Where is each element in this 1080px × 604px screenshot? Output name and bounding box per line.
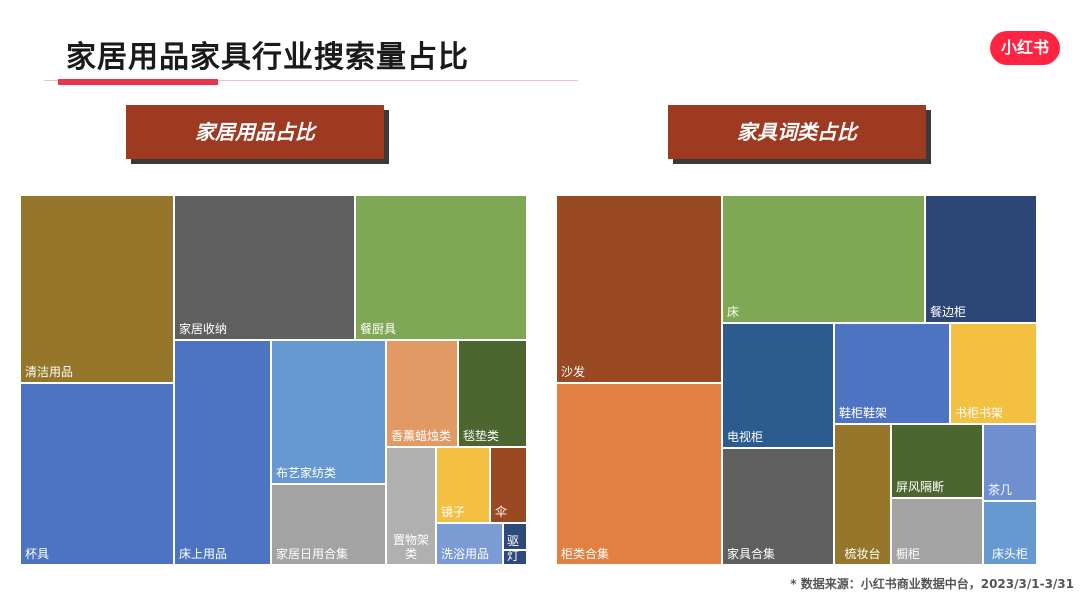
treemap-cell-label: 布艺家纺类 — [276, 466, 337, 480]
treemap-cell-label: 杯具 — [25, 547, 50, 561]
treemap-cell: 家居收纳 — [174, 195, 355, 340]
treemap-cell: 香薰蜡烛类 — [386, 340, 458, 447]
treemap-cell-label: 镜子 — [441, 505, 466, 519]
treemap-cell-label: 书柜书架 — [955, 406, 1004, 420]
treemap-cell: 驱 — [503, 523, 527, 550]
treemap-cell-label: 梳妆台 — [844, 547, 881, 561]
treemap-cell-label: 洗浴用品 — [441, 547, 490, 561]
treemap-cell: 餐厨具 — [355, 195, 527, 340]
treemap-furniture: 沙发柜类合集 床 餐边柜电视柜家具合集 鞋柜鞋架 书柜书架梳妆台 屏风隔断 茶几橱柜 床头柜 — [556, 195, 1037, 565]
treemap-cell-label: 置物架类 — [392, 533, 429, 561]
treemap-cell: 家居日用合集 — [271, 484, 386, 565]
title-divider — [44, 80, 578, 81]
treemap-home-goods: 清洁用品杯具 家居收纳床上用品 餐厨具布艺家纺类家居日用合集 香薰蜡烛类 毯垫类置物架类… — [20, 195, 527, 565]
treemap-cell: 沙发 — [556, 195, 722, 383]
chart-title-home-goods: 家居用品占比 — [126, 105, 384, 159]
treemap-cell: 橱柜 — [891, 498, 983, 565]
treemap-cell-label: 餐厨具 — [360, 322, 397, 336]
treemap-cell: 柜类合集 — [556, 383, 722, 565]
treemap-cell: 床上用品 — [174, 340, 271, 565]
treemap-cell-label: 伞 — [495, 505, 508, 519]
xiaohongshu-logo: 小红书 — [990, 31, 1060, 65]
treemap-cell-label: 电视柜 — [727, 430, 764, 444]
treemap-cell: 镜子 — [436, 447, 490, 523]
treemap-cell: 布艺家纺类 — [271, 340, 386, 484]
treemap-cell: 毯垫类 — [458, 340, 527, 447]
treemap-cell-label: 驱 — [507, 534, 520, 548]
treemap-cell: 书柜书架 — [950, 323, 1037, 424]
treemap-cell: 清洁用品 — [20, 195, 174, 383]
treemap-cell-label: 香薰蜡烛类 — [391, 429, 452, 443]
treemap-cell-label: 家居收纳 — [179, 322, 228, 336]
treemap-cell: 杯具 — [20, 383, 174, 565]
treemap-cell-label: 橱柜 — [896, 547, 921, 561]
treemap-cell-label: 餐边柜 — [930, 305, 967, 319]
treemap-cell-label: 鞋柜鞋架 — [839, 406, 888, 420]
treemap-cell: 置物架类 — [386, 447, 436, 565]
treemap-cell: 电视柜 — [722, 323, 834, 448]
chart-title-furniture: 家具词类占比 — [668, 105, 926, 159]
treemap-cell-label: 床头柜 — [991, 547, 1028, 561]
treemap-cell-label: 茶几 — [988, 483, 1013, 497]
treemap-cell: 茶几 — [983, 424, 1037, 501]
treemap-cell: 灯 — [503, 550, 527, 565]
title-accent-bar — [58, 79, 218, 85]
data-source-note: * 数据来源：小红书商业数据中台，2023/3/1-3/31 — [790, 577, 1074, 591]
treemap-cell-label: 家具合集 — [727, 547, 776, 561]
treemap-cell: 鞋柜鞋架 — [834, 323, 950, 424]
treemap-cell: 餐边柜 — [925, 195, 1037, 323]
treemap-cell-label: 屏风隔断 — [896, 480, 945, 494]
treemap-cell-label: 沙发 — [561, 365, 586, 379]
page-title: 家居用品家具行业搜索量占比 — [66, 40, 469, 75]
treemap-cell: 家具合集 — [722, 448, 834, 565]
treemap-cell: 伞 — [490, 447, 527, 523]
treemap-cell: 床头柜 — [983, 501, 1037, 565]
treemap-cell-label: 床 — [727, 305, 740, 319]
treemap-cell-label: 灯 — [507, 550, 520, 563]
treemap-cell-label: 清洁用品 — [25, 365, 74, 379]
treemap-cell: 梳妆台 — [834, 424, 891, 565]
treemap-cell-label: 毯垫类 — [463, 429, 500, 443]
treemap-cell-label: 床上用品 — [179, 547, 228, 561]
treemap-cell: 屏风隔断 — [891, 424, 983, 498]
treemap-cell-label: 柜类合集 — [561, 547, 610, 561]
treemap-cell: 洗浴用品 — [436, 523, 503, 565]
treemap-cell-label: 家居日用合集 — [276, 547, 349, 561]
treemap-cell: 床 — [722, 195, 925, 323]
